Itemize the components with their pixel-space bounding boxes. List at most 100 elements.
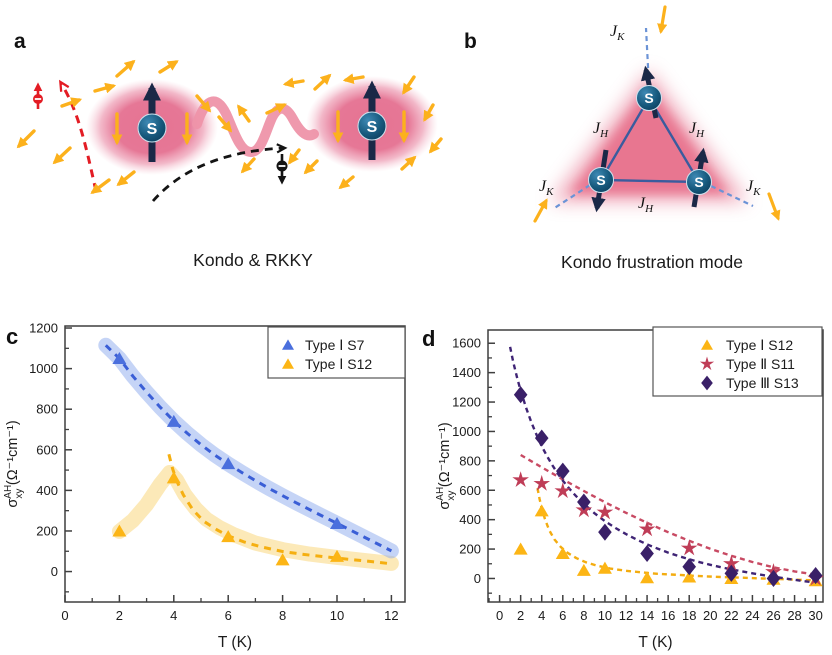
spin-site-label: S (367, 119, 378, 136)
j-base: J (638, 195, 646, 212)
data-point-marker (638, 520, 656, 537)
data-point-marker (221, 530, 236, 543)
panel-d-letter: d (422, 326, 436, 351)
panel-b-kondo-frustration-illustration: b S S S JK JK JK JH JH (464, 5, 781, 272)
spin-arrow-icon (338, 175, 355, 190)
j-base: J (610, 23, 618, 40)
y-tick-label: 200 (459, 542, 481, 557)
j-sub: H (599, 128, 609, 140)
data-point-marker (680, 539, 698, 556)
frustrated-moments: S S S (588, 65, 712, 213)
data-point-marker (596, 503, 614, 520)
legend-marker (282, 339, 294, 350)
plot-frame (64, 325, 406, 603)
data-point-marker (555, 546, 570, 560)
black-electron-trajectory-dashed (151, 143, 288, 202)
data-point-marker (556, 462, 570, 480)
legend-label: Type Ⅱ S11 (726, 356, 795, 372)
y-tick-label: 400 (36, 483, 58, 498)
local-moment-left: S (137, 82, 167, 162)
data-point-marker (512, 471, 529, 488)
j-sub: H (695, 128, 705, 140)
chart-panel-d: 0 2 4 6 8 10 12 14 16 18 20 22 24 26 28 300200400600800… (435, 326, 824, 651)
panel-a-caption: Kondo & RKKY (193, 250, 313, 270)
x-tick-label: 24 (745, 608, 759, 623)
spin-arrow-icon (52, 146, 72, 165)
data-point-marker (766, 569, 781, 588)
data-point-marker (330, 549, 344, 562)
y-tick-label: 600 (36, 442, 58, 457)
spin-arrow-icon (93, 82, 117, 94)
x-tick-label: 18 (682, 608, 696, 623)
x-tick-label: 0 (496, 608, 503, 623)
x-tick-label: 28 (787, 608, 801, 623)
kondo-dash-right (710, 185, 754, 207)
data-point-marker (598, 523, 612, 541)
spin-arrow-icon (313, 73, 332, 91)
x-tick-label: 26 (766, 608, 780, 623)
spin-arrow-icon (16, 129, 36, 149)
spin-arrow-icon (400, 155, 417, 171)
red-electron-trajectory-dashed (59, 79, 98, 192)
x-tick-label: 2 (116, 608, 123, 623)
panel-b-caption: Kondo frustration mode (561, 252, 743, 272)
spin-down-electron-icon (276, 154, 288, 185)
data-point-marker (808, 566, 823, 585)
panel-b-letter: b (464, 30, 477, 53)
data-point-marker (682, 558, 697, 576)
data-point-marker (275, 553, 290, 566)
spin-arrow-icon (402, 75, 416, 95)
x-tick-label: 12 (384, 608, 398, 623)
j-sub: K (545, 186, 554, 198)
spin-arrow-icon (115, 59, 136, 78)
x-tick-label: 16 (661, 608, 675, 623)
panel-a-kondo-rkky-illustration: a S S (14, 30, 443, 270)
x-axis-label: T (K) (638, 634, 672, 651)
data-point-marker (166, 471, 181, 484)
y-tick-label: 1200 (452, 395, 481, 410)
y-tick-label: 1000 (29, 361, 58, 376)
screening-spin-arrows (111, 110, 410, 146)
spin-arrow-icon (60, 97, 83, 108)
x-tick-label: 2 (517, 608, 524, 623)
x-tick-label: 6 (559, 608, 566, 623)
conduction-spin-arrows (533, 5, 781, 223)
spin-arrow-icon (342, 73, 365, 85)
y-axis-label: σAHxy(Ω⁻¹cm⁻¹) (435, 422, 457, 509)
spin-site-label: S (596, 172, 605, 188)
data-point-marker (166, 414, 181, 427)
y-tick-label: 200 (36, 523, 58, 538)
x-tick-label: 8 (279, 608, 286, 623)
x-tick-label: 22 (724, 608, 738, 623)
x-tick-label: 6 (225, 608, 232, 623)
panel-c-letter: c (6, 324, 19, 349)
spin-site-sphere (588, 167, 614, 193)
heisenberg-coupling-label-right: JH (689, 120, 705, 140)
heisenberg-coupling-label-left: JH (593, 120, 609, 140)
y-tick-label: 800 (459, 453, 481, 468)
data-point-marker (534, 429, 549, 447)
local-moment-right: S (357, 80, 387, 160)
spin-up-electron-icon (33, 82, 43, 109)
legend-marker (701, 375, 713, 391)
spin-arrow-icon (116, 170, 136, 187)
j-base: J (689, 120, 697, 137)
spin-arrow-icon (195, 94, 212, 113)
spin-site-sphere (137, 113, 167, 143)
trend-dashed-line (104, 344, 393, 553)
panel-a-letter: a (14, 30, 26, 53)
data-point-marker (640, 571, 655, 584)
chart-panel-c: 0 2 4 6 8 10 12 0 200 400 600 800 1000 1200 T (K) σAHxy… (3, 321, 406, 651)
data-point-marker (640, 544, 654, 563)
spin-site-sphere (357, 111, 387, 141)
y-tick-label: 0 (51, 564, 58, 579)
y-axis-label: σAHxy(Ω⁻¹cm⁻¹) (3, 420, 25, 507)
legend-box (267, 326, 406, 379)
legend-label: Type Ⅰ S12 (305, 356, 372, 372)
trend-dashed-line (536, 487, 816, 582)
data-point-marker (112, 351, 127, 365)
x-tick-label: 12 (619, 608, 633, 623)
x-tick-label: 0 (61, 608, 68, 623)
y-tick-label: 400 (459, 512, 481, 527)
data-point-marker (576, 563, 591, 576)
